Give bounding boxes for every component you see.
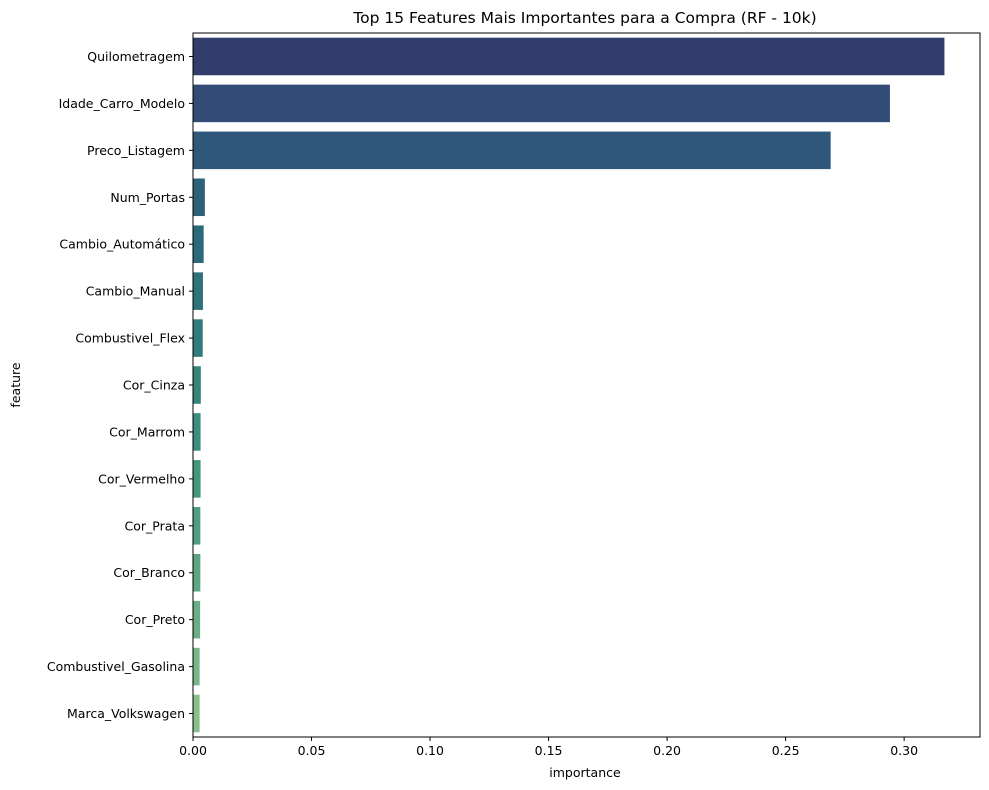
bar	[193, 84, 890, 123]
x-tick-label: 0.15	[535, 743, 563, 758]
bar	[193, 507, 201, 545]
bars-group	[193, 37, 945, 733]
x-tick-label: 0.00	[179, 743, 207, 758]
x-axis-label: importance	[549, 765, 621, 780]
x-tick-label: 0.25	[772, 743, 800, 758]
bar	[193, 319, 203, 357]
y-tick-label: Combustivel_Flex	[75, 331, 185, 346]
bar	[193, 460, 201, 498]
y-tick-label: Cor_Marrom	[109, 424, 185, 439]
y-tick-label: Num_Portas	[110, 190, 185, 205]
bar	[193, 178, 205, 217]
y-tick-label: Idade_Carro_Modelo	[59, 96, 185, 111]
bar	[193, 272, 203, 310]
y-tick-label: Cambio_Manual	[86, 284, 185, 299]
bar	[193, 647, 200, 686]
chart-title: Top 15 Features Mais Importantes para a …	[352, 9, 816, 27]
plot-frame	[192, 32, 981, 738]
x-ticks-group: 0.00 0.05 0.10 0.15 0.20 0.25 0.30	[179, 737, 918, 758]
bar	[193, 366, 201, 404]
x-tick-label: 0.20	[653, 743, 681, 758]
x-tick-label: 0.30	[890, 743, 918, 758]
y-tick-label: Cor_Branco	[113, 565, 185, 580]
y-tick-label: Cambio_Automático	[59, 237, 185, 252]
bar	[193, 413, 201, 451]
y-tick-label: Marca_Volkswagen	[67, 706, 185, 721]
y-axis-label: feature	[8, 362, 23, 407]
bar	[193, 131, 831, 170]
y-tick-label: Quilometragem	[87, 49, 185, 64]
x-tick-label: 0.05	[298, 743, 326, 758]
y-tick-label: Cor_Cinza	[123, 378, 185, 393]
bar	[193, 37, 945, 76]
y-tick-label: Cor_Vermelho	[98, 471, 185, 486]
bar	[193, 600, 201, 639]
y-tick-label: Preco_Listagem	[87, 143, 185, 158]
y-tick-label: Cor_Prata	[125, 518, 185, 533]
x-tick-label: 0.10	[416, 743, 444, 758]
y-ticks-group: Quilometragem Idade_Carro_Modelo Preco_Lis…	[47, 49, 193, 721]
bar	[193, 553, 201, 592]
y-tick-label: Combustivel_Gasolina	[47, 659, 185, 674]
y-tick-label: Cor_Preto	[125, 612, 185, 627]
bar	[193, 225, 204, 263]
bar	[193, 694, 200, 733]
